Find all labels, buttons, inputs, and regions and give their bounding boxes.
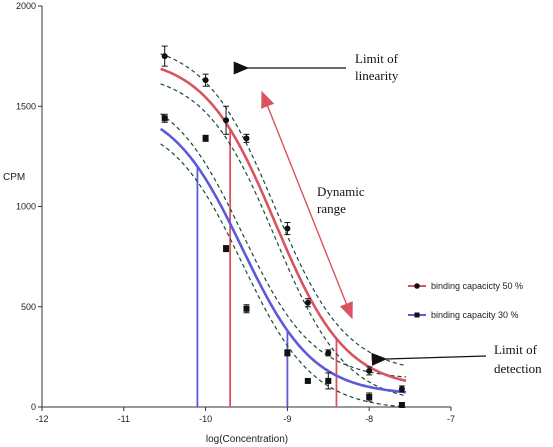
data-point-50	[243, 135, 250, 142]
data-point-50	[202, 77, 209, 84]
data-point-50	[304, 299, 311, 306]
data-point-50	[325, 349, 332, 356]
annotation-limit-linearity-line2: linearity	[355, 68, 399, 83]
annotation-limit-detection-line1: Limit of	[494, 342, 538, 357]
x-tick-label: -11	[118, 414, 130, 424]
legend-marker-50	[414, 283, 420, 289]
legend-label-50: binding capacicty 50 %	[431, 281, 523, 291]
legend-label-30: binding capacity 30 %	[431, 310, 519, 320]
data-point-30	[284, 349, 291, 356]
data-point-30	[243, 305, 250, 312]
y-axis-title: CPM	[3, 172, 25, 183]
data-point-30	[161, 115, 168, 122]
data-point-30	[366, 393, 373, 400]
data-point-50	[398, 385, 405, 392]
x-tick-label: -12	[35, 414, 48, 424]
x-tick-label: -10	[199, 414, 212, 424]
y-tick-label: 1000	[16, 202, 36, 212]
data-point-30	[202, 135, 209, 142]
x-tick-label: -7	[447, 414, 455, 424]
x-tick-label: -8	[365, 414, 373, 424]
y-tick-label: 1500	[16, 101, 36, 111]
y-tick-label: 0	[31, 402, 36, 412]
data-point-30	[223, 245, 230, 252]
data-point-30	[398, 401, 405, 408]
annotation-limit-linearity-line1: Limit of	[355, 51, 399, 66]
y-axis-ticks: 0 500 1000 1500 2000	[16, 1, 42, 412]
data-point-50	[223, 117, 230, 124]
data-point-50	[161, 53, 168, 60]
arrow-limit-detection	[371, 352, 487, 366]
x-axis-ticks: -12 -11 -10 -9 -8 -7	[35, 407, 455, 424]
x-tick-label: -9	[283, 414, 291, 424]
data-point-50	[284, 225, 291, 232]
data-point-50	[366, 367, 373, 374]
confidence-band-1	[160, 143, 407, 408]
annotation-dynamic-range-line2: range	[317, 201, 346, 216]
legend-marker-30	[414, 312, 420, 318]
y-tick-label: 2000	[16, 1, 36, 11]
annotation-limit-detection-line2: detection	[494, 361, 542, 376]
legend: binding capacicty 50 % binding capacity …	[408, 281, 523, 320]
annotation-dynamic-range-line1: Dynamic	[317, 184, 365, 199]
fit-curve-1	[159, 127, 407, 394]
data-point-30	[325, 377, 332, 384]
threshold-lines	[196, 129, 338, 407]
data-points	[161, 45, 405, 408]
data-point-30	[304, 377, 311, 384]
x-axis-title: log(Concentration)	[206, 434, 288, 445]
arrow-dynamic-range	[261, 90, 353, 320]
y-tick-label: 500	[21, 302, 36, 312]
